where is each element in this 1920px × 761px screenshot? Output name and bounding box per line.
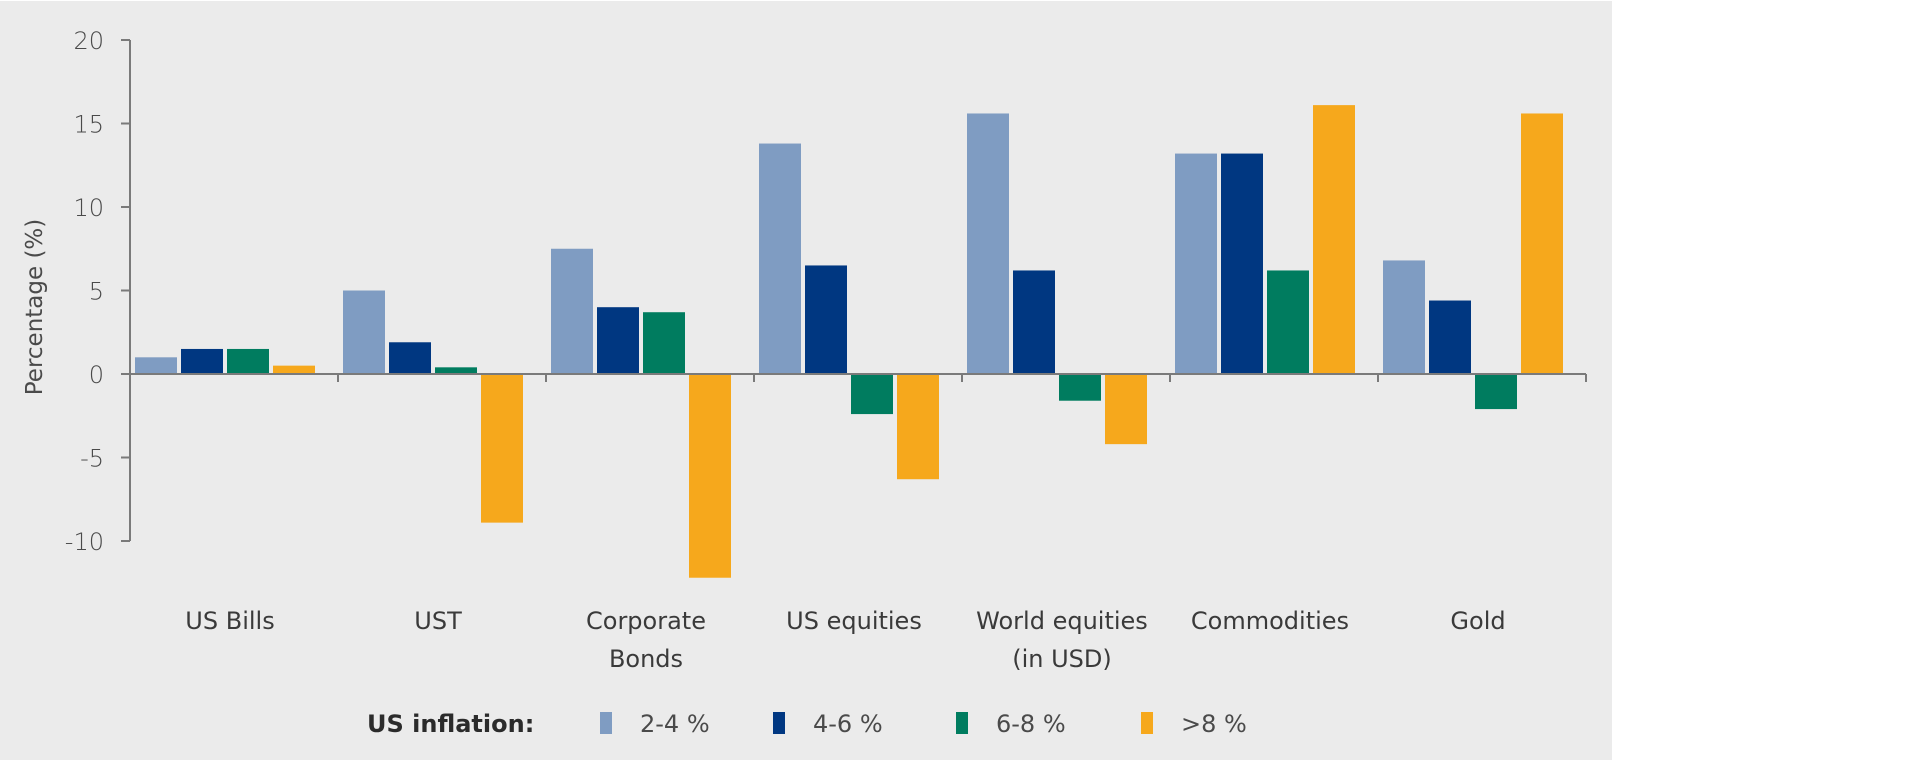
category-label: UST [414, 607, 462, 635]
y-axis-title: Percentage (%) [22, 219, 48, 396]
bar-6-8-2 [643, 312, 685, 374]
bar-8-4 [1105, 374, 1147, 445]
bar-8-2 [689, 374, 731, 578]
legend: US inflation: 2-4 % 4-6 % 6-8 % >8 % [367, 710, 1247, 738]
legend-label: >8 % [1181, 710, 1247, 738]
bar-2-4-0 [135, 357, 177, 374]
bar-2-4-6 [1383, 260, 1425, 374]
bar-6-8-1 [435, 367, 477, 374]
legend-swatch [600, 712, 612, 734]
bars [135, 105, 1563, 578]
legend-swatch [773, 712, 785, 734]
legend-title: US inflation: [367, 710, 534, 738]
bar-2-4-2 [551, 248, 593, 374]
bar-2-4-3 [759, 143, 801, 374]
category-label: Gold [1450, 607, 1505, 635]
bar-8-0 [273, 365, 315, 374]
bar-8-6 [1521, 113, 1563, 374]
legend-swatch [1141, 712, 1153, 734]
y-tick-label: 5 [89, 278, 104, 306]
bar-4-6-3 [805, 265, 847, 374]
bar-4-6-4 [1013, 270, 1055, 374]
bar-8-5 [1313, 105, 1355, 374]
bar-8-3 [897, 374, 939, 480]
legend-label: 6-8 % [996, 710, 1066, 738]
category-label: US Bills [185, 607, 274, 635]
x-axis [121, 373, 1587, 382]
legend-label: 4-6 % [813, 710, 883, 738]
bar-6-8-4 [1059, 374, 1101, 401]
bar-4-6-1 [389, 342, 431, 374]
bar-4-6-2 [597, 307, 639, 374]
bar-6-8-5 [1267, 270, 1309, 374]
bar-2-4-5 [1175, 153, 1217, 374]
y-tick-label: 20 [73, 27, 104, 55]
bar-6-8-0 [227, 348, 269, 374]
chart-panel: 20 15 10 5 0 -5 -10 US Bills UST Corporate Bonds U… [0, 1, 1612, 760]
category-label: US equities [786, 607, 922, 635]
category-label: World equities (in USD) [976, 607, 1148, 673]
bar-4-6-6 [1429, 300, 1471, 374]
y-tick-label: -10 [65, 528, 104, 556]
bar-4-6-5 [1221, 153, 1263, 374]
y-tick-label: 15 [73, 111, 104, 139]
bar-6-8-6 [1475, 374, 1517, 410]
y-tick-label: 10 [73, 194, 104, 222]
bar-2-4-1 [343, 290, 385, 374]
legend-swatch [956, 712, 968, 734]
category-labels: US Bills UST Corporate Bonds US equities Worl… [185, 607, 1505, 673]
category-label: Commodities [1191, 607, 1349, 635]
legend-label: 2-4 % [640, 710, 710, 738]
category-label: Corporate Bonds [586, 607, 706, 673]
bar-4-6-0 [181, 348, 223, 374]
y-tick-label: 0 [89, 361, 104, 389]
y-tick-label: -5 [80, 445, 104, 473]
bar-6-8-3 [851, 374, 893, 415]
bar-2-4-4 [967, 113, 1009, 374]
y-axis: 20 15 10 5 0 -5 -10 [65, 27, 131, 556]
bar-8-1 [481, 374, 523, 523]
